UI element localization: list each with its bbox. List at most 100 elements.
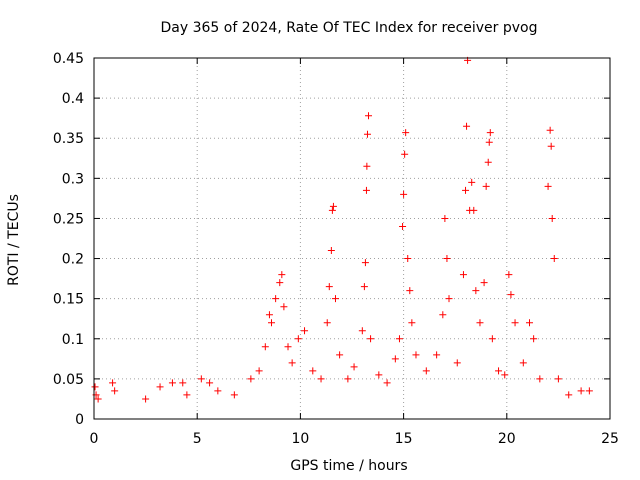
data-point — [111, 387, 119, 395]
data-point — [476, 319, 484, 327]
y-tick-label: 0.1 — [62, 332, 84, 348]
data-point — [406, 287, 414, 295]
data-point — [331, 295, 339, 303]
data-point — [255, 367, 263, 375]
data-point — [383, 379, 391, 387]
data-markers — [91, 56, 593, 403]
data-point — [261, 343, 269, 351]
data-point — [278, 271, 286, 279]
data-point — [422, 367, 430, 375]
data-point — [336, 351, 344, 359]
data-point — [168, 379, 176, 387]
data-point — [536, 375, 544, 383]
data-point — [439, 311, 447, 319]
data-point — [470, 206, 478, 214]
data-point — [484, 158, 492, 166]
data-point — [547, 142, 555, 150]
plot-frame — [93, 57, 611, 420]
data-point — [197, 375, 205, 383]
data-point — [519, 359, 527, 367]
data-point — [294, 335, 302, 343]
data-point — [485, 138, 493, 146]
grid-lines — [94, 58, 610, 419]
data-point — [468, 178, 476, 186]
data-point — [268, 319, 276, 327]
data-point — [309, 367, 317, 375]
data-point — [402, 129, 410, 137]
data-point — [544, 182, 552, 190]
data-point — [463, 122, 471, 130]
y-tick-label: 0.15 — [53, 292, 84, 308]
data-point — [399, 222, 407, 230]
y-tick-label: 0.45 — [53, 51, 84, 67]
data-point — [317, 375, 325, 383]
data-point — [328, 206, 336, 214]
data-point — [495, 367, 503, 375]
data-point — [412, 351, 420, 359]
data-point — [391, 355, 399, 363]
data-point — [462, 186, 470, 194]
data-point — [408, 319, 416, 327]
axis-ticks: 0 0.05 0.1 0.15 0.2 0.25 0.3 0.35 0.4 0.45 0 5 10 15 2… — [53, 51, 619, 447]
data-point — [441, 214, 449, 222]
data-point — [530, 335, 538, 343]
data-point — [280, 303, 288, 311]
data-point — [585, 387, 593, 395]
data-point — [404, 255, 412, 263]
data-point — [480, 279, 488, 287]
y-tick-label: 0.3 — [62, 171, 84, 187]
data-point — [214, 387, 222, 395]
data-point — [288, 359, 296, 367]
data-point — [482, 182, 490, 190]
data-point — [548, 214, 556, 222]
data-point — [247, 375, 255, 383]
data-point — [507, 291, 515, 299]
data-point — [472, 287, 480, 295]
y-tick-label: 0 — [75, 412, 84, 428]
data-point — [443, 255, 451, 263]
y-axis-label: ROTI / TECUs — [6, 194, 22, 286]
data-point — [395, 335, 403, 343]
data-point — [486, 129, 494, 137]
x-axis-label: GPS time / hours — [290, 458, 407, 474]
chart-title: Day 365 of 2024, Rate Of TEC Index for r… — [161, 20, 538, 36]
data-point — [445, 295, 453, 303]
data-point — [206, 379, 214, 387]
data-point — [361, 259, 369, 267]
x-tick-label: 20 — [498, 431, 516, 447]
data-point — [360, 283, 368, 291]
data-point — [577, 387, 585, 395]
data-point — [375, 371, 383, 379]
data-point — [142, 395, 150, 403]
data-point — [453, 359, 461, 367]
x-tick-label: 15 — [395, 431, 413, 447]
y-tick-label: 0.2 — [62, 252, 84, 268]
x-tick-label: 10 — [291, 431, 309, 447]
data-point — [358, 327, 366, 335]
data-point — [367, 335, 375, 343]
data-point — [501, 371, 509, 379]
data-point — [401, 150, 409, 158]
data-point — [511, 319, 519, 327]
x-tick-label: 0 — [90, 431, 99, 447]
x-tick-label: 25 — [601, 431, 619, 447]
data-point — [183, 391, 191, 399]
y-tick-label: 0.4 — [62, 91, 84, 107]
data-point — [365, 112, 373, 120]
data-point — [400, 190, 408, 198]
data-point — [505, 271, 513, 279]
data-point — [230, 391, 238, 399]
data-point — [362, 186, 370, 194]
data-point — [363, 162, 371, 170]
data-point — [459, 271, 467, 279]
data-point — [550, 255, 558, 263]
data-point — [327, 247, 335, 255]
data-point — [156, 383, 164, 391]
data-point — [325, 283, 333, 291]
data-point — [546, 126, 554, 134]
y-tick-label: 0.25 — [53, 211, 84, 227]
data-point — [94, 395, 102, 403]
data-point — [554, 375, 562, 383]
data-point — [344, 375, 352, 383]
